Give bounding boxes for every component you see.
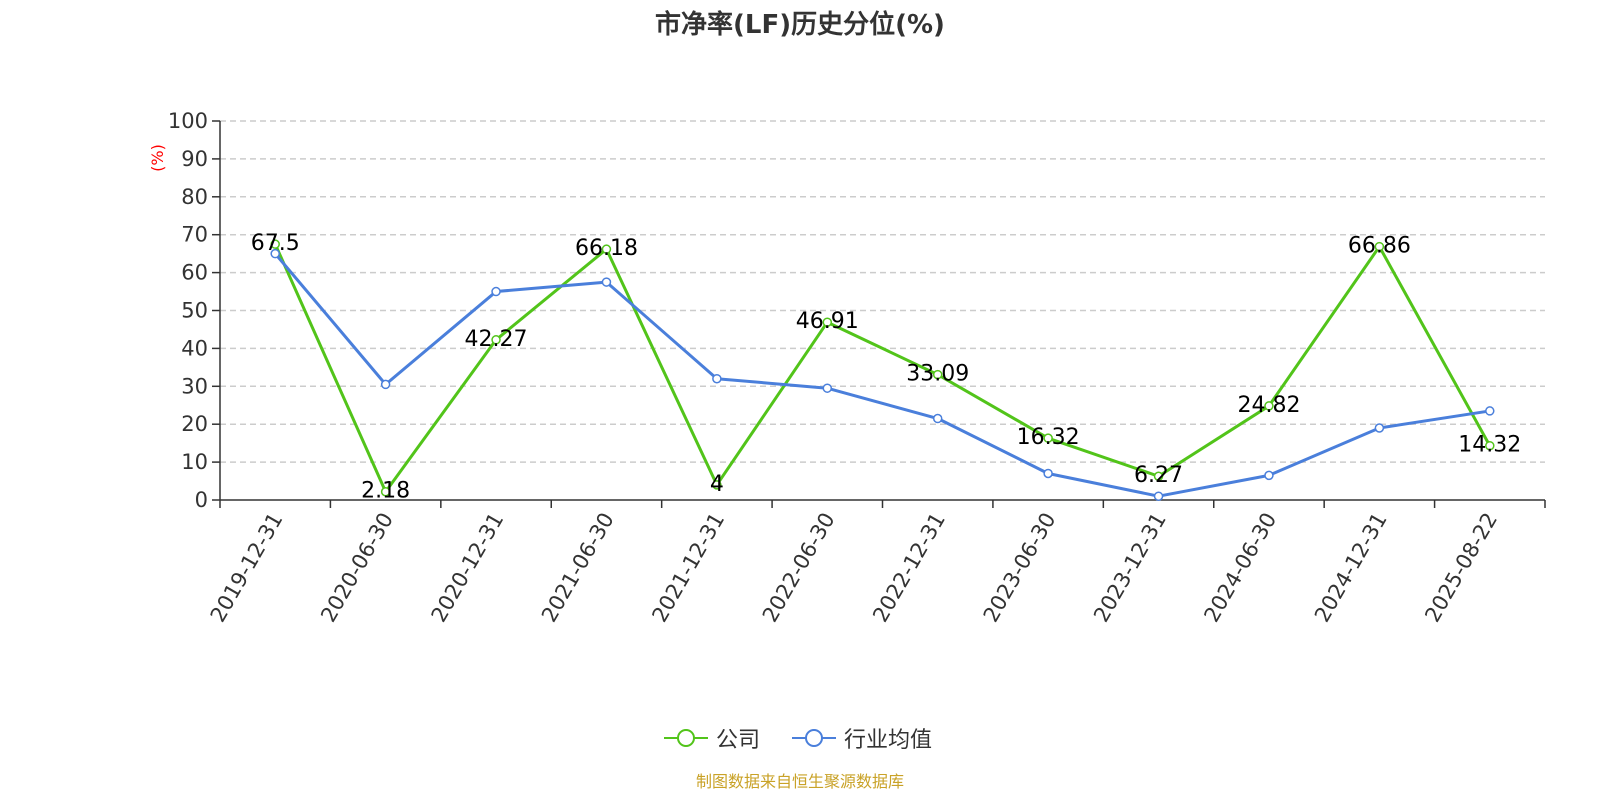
x-tick-label: 2022-12-31 (868, 508, 950, 626)
data-label: 2.18 (361, 479, 410, 504)
legend-label-company: 公司 (716, 728, 761, 753)
x-tick-label: 2022-06-30 (758, 509, 840, 627)
data-label: 4 (710, 472, 724, 497)
data-point (1264, 401, 1274, 411)
data-point (822, 383, 833, 393)
data-point (1043, 433, 1053, 443)
x-tick-label: 2024-12-31 (1310, 509, 1392, 627)
y-tick-label: 80 (181, 185, 208, 209)
y-tick-label: 20 (181, 412, 208, 436)
data-point (1153, 471, 1164, 481)
data-label: 42.27 (465, 327, 528, 352)
y-tick-label: 70 (181, 223, 208, 247)
legend: 公司 行业均值 (0, 722, 1600, 762)
data-point (1485, 440, 1495, 451)
data-point (1043, 468, 1053, 479)
data-point (270, 248, 280, 259)
data-point (1485, 406, 1495, 416)
data-point (1374, 423, 1385, 433)
data-point (601, 277, 612, 287)
data-point (932, 369, 943, 380)
legend-line-icon (792, 729, 836, 747)
series-line-company (273, 243, 1492, 494)
x-tick-label: 2020-12-31 (427, 508, 509, 626)
data-point (1374, 241, 1385, 252)
y-tick-label: 100 (168, 109, 208, 133)
data-label: 14.32 (1458, 433, 1521, 458)
y-tick-label: 0 (195, 488, 208, 512)
data-label: 66.86 (1348, 234, 1411, 259)
data-label: 46.91 (796, 309, 859, 334)
data-label: 6.27 (1134, 463, 1183, 488)
x-tick-label: 2021-06-30 (537, 509, 619, 627)
data-point (712, 373, 722, 384)
data-point (601, 244, 612, 254)
series-line-industry-average (274, 252, 1491, 498)
legend-item-company[interactable]: 公司 (664, 722, 760, 754)
data-point (1153, 491, 1164, 501)
data-point (270, 239, 280, 249)
legend-label-industry: 行业均值 (844, 728, 933, 753)
source-footnote: 制图数据来自恒生聚源数据库 (695, 772, 904, 791)
data-point (491, 335, 501, 345)
data-label: 33.09 (906, 362, 969, 387)
x-tick-label: 2019-12-31 (206, 509, 288, 627)
data-point (822, 317, 833, 327)
y-tick-label: 90 (181, 147, 208, 171)
y-axis-label: (%) (148, 144, 167, 172)
y-tick-label: 50 (181, 299, 208, 323)
x-tick-label: 2023-06-30 (979, 509, 1061, 627)
data-label: 24.82 (1237, 393, 1300, 418)
data-point (380, 486, 391, 497)
data-label: 66.18 (575, 236, 638, 261)
legend-item-industry[interactable]: 行业均值 (792, 722, 932, 754)
data-point (932, 413, 943, 424)
data-point (380, 379, 391, 390)
line-chart: 0 10 20 30 40 50 60 70 80 90 100(%) 2019-12-31 2020-… (148, 109, 1546, 627)
chart-title: 市净率(LF)历史分位(%) (655, 10, 945, 40)
x-tick-label: 2025-08-22 (1420, 509, 1502, 627)
y-tick-label: 60 (181, 261, 208, 285)
data-point (491, 286, 501, 297)
x-tick-label: 2023-12-31 (1089, 509, 1171, 627)
x-tick-label: 2020-06-30 (316, 509, 398, 627)
data-label: 67.5 (251, 231, 300, 256)
x-tick-label: 2024-06-30 (1199, 509, 1281, 627)
legend-line-icon (664, 729, 708, 747)
data-point (1264, 470, 1274, 481)
y-tick-label: 10 (181, 450, 208, 474)
y-tick-label: 40 (181, 336, 208, 360)
y-tick-label: 30 (181, 374, 208, 398)
data-label: 16.32 (1017, 425, 1080, 450)
data-point (712, 480, 722, 490)
x-tick-label: 2021-12-31 (647, 509, 729, 627)
